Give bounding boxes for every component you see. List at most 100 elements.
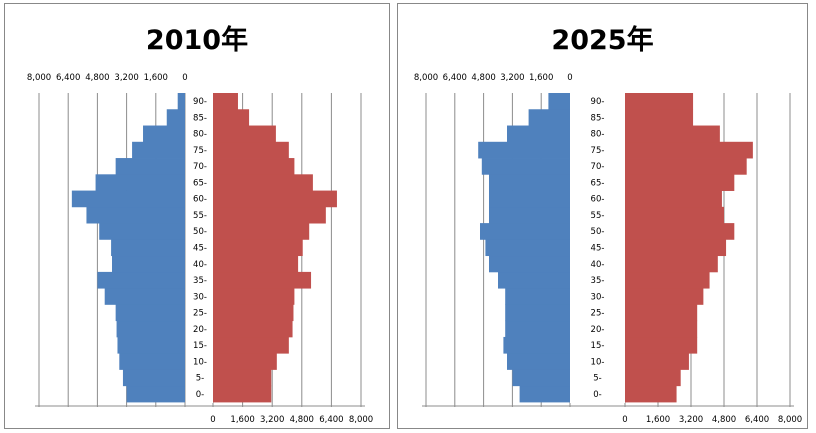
age-label: 75-	[193, 146, 207, 156]
age-label-column	[570, 92, 625, 403]
bar-left	[177, 93, 185, 110]
age-label: 10-	[193, 357, 207, 367]
bar-left	[116, 320, 185, 338]
bar-left	[505, 304, 570, 322]
bar-right	[213, 336, 289, 354]
bar-left	[104, 288, 185, 305]
bar-left	[489, 255, 570, 273]
bar-right	[213, 288, 295, 305]
age-label: 25-	[591, 309, 605, 319]
right-axis-tick-label: 0	[622, 415, 627, 425]
age-label: 30-	[591, 292, 605, 302]
bar-right	[213, 190, 337, 208]
age-label: 65-	[193, 178, 207, 188]
right-axis-tick-label: 6,400	[745, 415, 769, 425]
bar-right	[213, 304, 294, 322]
right-axis-tick-label: 4,800	[712, 415, 736, 425]
age-label: 40-	[193, 260, 207, 270]
left-axis-tick-label: 6,400	[56, 73, 80, 83]
bar-right	[213, 369, 272, 387]
bar-left	[489, 206, 570, 224]
age-label: 45-	[193, 244, 207, 254]
bar-right	[625, 271, 710, 289]
bar-right	[213, 158, 295, 175]
bar-left	[132, 141, 185, 159]
bar-left	[512, 369, 570, 387]
age-label: 0-	[593, 390, 601, 400]
bar-left	[478, 141, 570, 159]
right-axis-tick-label: 4,800	[290, 415, 314, 425]
bar-right	[625, 353, 689, 370]
age-label: 40-	[591, 260, 605, 270]
bar-left	[528, 109, 570, 126]
age-label: 5-	[196, 374, 204, 384]
bar-right	[625, 174, 735, 191]
bar-right	[213, 385, 272, 403]
bar-left	[86, 206, 185, 224]
bar-left	[71, 190, 185, 208]
left-axis-tick-label: 3,200	[500, 73, 524, 83]
bar-left	[117, 336, 185, 354]
left-axis-tick-label: 3,200	[114, 73, 138, 83]
bar-left	[489, 174, 570, 191]
right-axis-tick-label: 3,200	[260, 415, 284, 425]
bar-left	[95, 174, 185, 191]
left-axis-tick-label: 1,600	[529, 73, 553, 83]
bar-right	[625, 369, 681, 387]
age-label: 55-	[591, 211, 605, 221]
age-label: 85-	[193, 113, 207, 123]
chart-panel-2010: 2010年 8,000 6,400 4,800 3,200 1,600 0 0 1,600 3,2…	[4, 3, 390, 429]
age-label: 50-	[193, 227, 207, 237]
bar-left	[503, 336, 570, 354]
bar-left	[119, 353, 185, 370]
bar-right	[213, 320, 293, 338]
bar-right	[213, 353, 277, 370]
left-axis-tick-label: 8,000	[27, 73, 51, 83]
age-label: 30-	[193, 292, 207, 302]
left-axis-tick-label: 6,400	[443, 73, 467, 83]
bar-left	[143, 125, 185, 143]
bar-right	[625, 93, 694, 110]
bar-right	[625, 125, 720, 143]
bar-right	[213, 125, 276, 143]
age-label: 50-	[591, 227, 605, 237]
bar-left	[498, 271, 570, 289]
bar-left	[126, 385, 185, 403]
bar-right	[625, 288, 704, 305]
age-label: 80-	[591, 130, 605, 140]
bar-left	[507, 125, 570, 143]
age-label: 20-	[591, 325, 605, 335]
age-label: 15-	[591, 341, 605, 351]
bar-left	[99, 223, 185, 240]
chart-title: 2010年	[146, 24, 248, 56]
bar-right	[213, 141, 289, 159]
bar-right	[625, 158, 747, 175]
right-axis-tick-label: 0	[210, 415, 215, 425]
bar-left	[480, 223, 570, 240]
bar-left	[115, 158, 185, 175]
bar-right	[213, 255, 299, 273]
bar-left	[548, 93, 570, 110]
bar-right	[625, 223, 735, 240]
bar-left	[519, 385, 570, 403]
age-label: 90-	[193, 97, 207, 107]
age-label: 65-	[591, 178, 605, 188]
bar-right	[625, 206, 724, 224]
bar-right	[213, 174, 313, 191]
age-label: 70-	[591, 162, 605, 172]
bar-right	[625, 239, 727, 257]
bar-right	[213, 109, 250, 126]
bar-left	[481, 158, 570, 175]
bar-left	[507, 353, 570, 370]
age-label: 35-	[193, 276, 207, 286]
bar-left	[97, 271, 185, 289]
age-label: 5-	[593, 374, 601, 384]
bar-left	[166, 109, 185, 126]
age-label: 85-	[591, 113, 605, 123]
bar-right	[213, 271, 312, 289]
bar-left	[505, 320, 570, 338]
age-label: 25-	[193, 309, 207, 319]
age-label: 45-	[591, 244, 605, 254]
right-axis-tick-label: 1,600	[230, 415, 254, 425]
age-label: 20-	[193, 325, 207, 335]
